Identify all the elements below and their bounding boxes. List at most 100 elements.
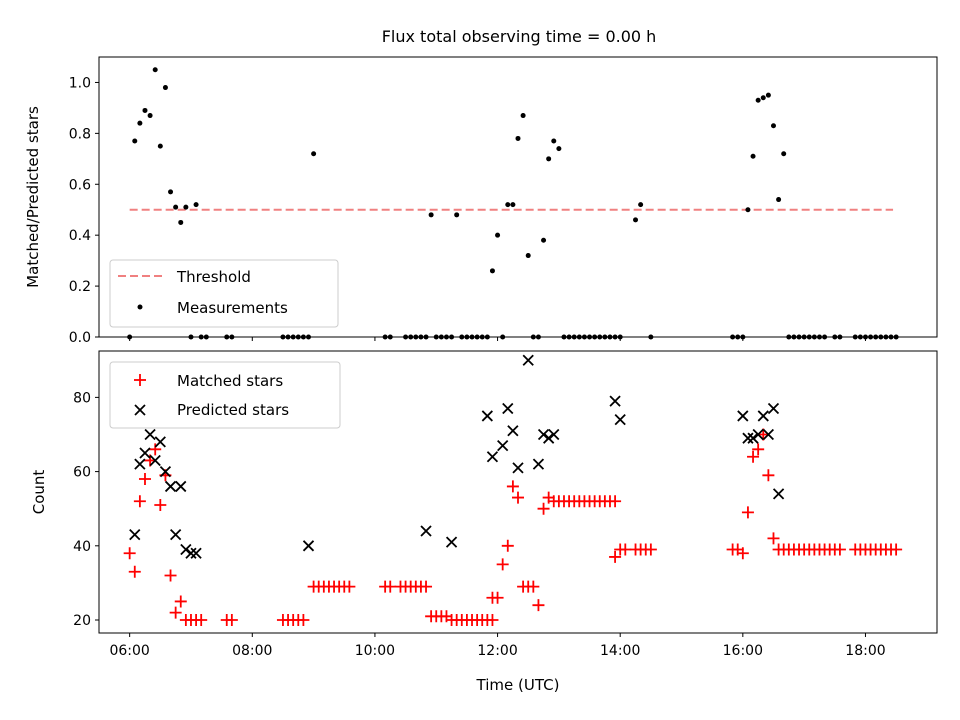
matched-stars-point [174,595,187,608]
matched-stars-point [195,614,208,627]
matched-stars-point [384,580,397,593]
measurements-point [525,253,531,259]
matched-stars-legend-label: Matched stars [177,372,283,390]
predicted-stars-point [502,402,514,415]
predicted-stars-point [737,410,749,422]
predicted-stars-point [175,480,187,493]
count-legend-box [109,361,341,429]
measurements-point [520,113,526,119]
measurements-point [505,202,511,208]
matched-stars-point [491,591,504,604]
count-x-tick-label: 08:00 [232,643,272,659]
predicted-stars-point [180,543,192,556]
ratio-y-tick-label: 0.6 [69,177,91,193]
count-panel: 20 40 60 80 06:00 08:00 10:00 12:00 14:00 16:00 1… [30,350,938,694]
count-x-tick-label: 16:00 [723,643,763,659]
predicted-stars-point [548,428,560,441]
matched-stars-point [297,614,310,627]
predicted-stars-point [537,428,550,441]
measurements-point [755,97,761,103]
count-legend: Matched stars Predicted stars [109,361,341,429]
ratio-plot-frame [98,56,938,338]
matched-stars-point [133,495,146,508]
matched-stars-point [164,569,177,582]
predicted-stars-point [742,432,754,444]
predicted-stars-point [767,402,780,415]
measurements-point [638,202,644,208]
measurements-point [776,197,782,203]
predicted-stars-point [185,547,197,559]
matched-stars-point [512,491,524,504]
count-y-axis-label: Count [30,470,48,515]
measurements-point [765,92,771,98]
matched-stars-point [496,558,509,571]
predicted-stars-point [614,414,626,426]
measurements-legend-swatch [137,304,143,310]
ratio-y-tick-label: 0.0 [69,330,91,346]
measurements-point [142,107,148,113]
predicted-stars-point [190,547,202,559]
matched-stars-point [609,550,622,563]
measurements-point [157,143,163,149]
predicted-stars-point [159,465,172,478]
matched-stars-point [747,450,760,463]
measurements-point [489,268,495,274]
threshold-legend-label: Threshold [176,268,251,286]
matched-stars-point [420,580,433,593]
predicted-stars-point [609,395,621,407]
predicted-stars-point [144,428,156,441]
predicted-stars-point [154,436,166,448]
predicted-stars-point [762,428,775,441]
measurements-point [311,151,317,157]
predicted-stars-point [752,428,764,441]
measurements-point [428,212,434,218]
measurements-point [556,146,562,152]
count-y-tick-label: 80 [73,390,91,406]
count-y-tick-label: 60 [73,465,91,481]
matched-stars-point [138,473,151,486]
matched-stars-point [123,547,136,560]
predicted-stars-point [134,458,146,470]
measurements-point [168,189,174,195]
predicted-stars-legend-label: Predicted stars [177,401,289,419]
matched-stars-point [752,443,765,456]
count-x-tick-label: 10:00 [355,643,395,659]
count-x-tick-label: 12:00 [477,643,517,659]
measurements-legend-label: Measurements [177,299,288,317]
matched-stars-point [609,495,622,508]
predicted-stars-point [512,462,524,474]
matched-stars-point [527,580,540,593]
measurements-point [546,156,552,162]
measurements-point [137,120,143,126]
ratio-panel: 0.0 0.2 0.4 0.6 0.8 1.0 Matched/Predicted sta… [24,56,938,346]
measurements-point [162,85,168,91]
predicted-stars-point [772,488,785,500]
count-x-tick-label: 14:00 [600,643,640,659]
predicted-stars-point [149,454,161,467]
matched-stars-point [128,565,141,578]
measurements-point [760,95,766,101]
ratio-y-tick-label: 0.8 [69,126,91,142]
measurements-point [132,138,138,144]
predicted-stars-point [420,525,432,537]
measurements-point [510,202,516,208]
matched-stars-point [154,498,167,511]
count-y-tick-label: 40 [73,539,91,555]
measurements-point [147,113,153,119]
measurements-point [495,232,501,238]
ratio-y-axis-label: Matched/Predicted stars [24,106,42,288]
measurements-point [178,219,184,225]
predicted-stars-point [302,540,315,552]
matched-stars-series [123,428,903,627]
ratio-y-tick-label: 0.4 [69,228,91,244]
matched-stars-point [644,543,657,556]
predicted-stars-legend-swatch [134,404,146,416]
measurements-point [173,204,179,210]
measurements-point [454,212,460,218]
measurements-point [541,237,547,243]
measurements-point [633,217,639,223]
predicted-stars-point [757,410,769,422]
matched-stars-point [501,539,514,552]
predicted-stars-point [129,529,141,541]
matched-stars-point [486,614,499,627]
